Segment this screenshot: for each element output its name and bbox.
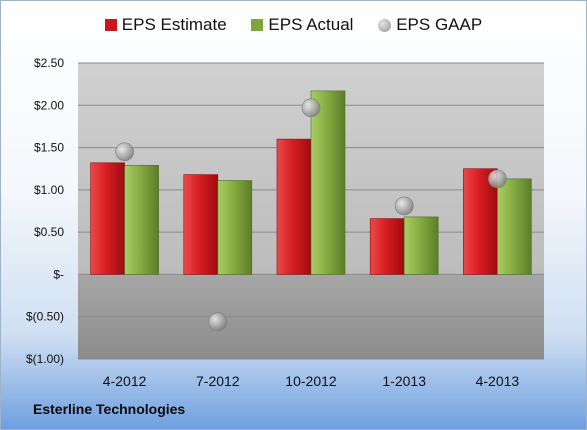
bar-eps-actual bbox=[310, 90, 346, 275]
legend: EPS Estimate EPS Actual EPS GAAP bbox=[1, 15, 586, 35]
y-tick-label: $(0.50) bbox=[26, 310, 64, 324]
legend-item-estimate: EPS Estimate bbox=[104, 15, 227, 35]
bar-eps-estimate bbox=[183, 174, 219, 275]
bar-eps-actual bbox=[124, 165, 159, 275]
company-name: Esterline Technologies bbox=[33, 401, 186, 417]
marker-eps-gaap bbox=[208, 312, 228, 332]
bar-eps-estimate bbox=[369, 218, 405, 275]
y-tick-label: $- bbox=[53, 267, 64, 281]
bar-eps-actual bbox=[497, 178, 532, 275]
x-tick-label: 4-2012 bbox=[103, 373, 147, 389]
legend-item-actual: EPS Actual bbox=[251, 15, 353, 35]
y-tick-label: $2.00 bbox=[34, 98, 64, 112]
bar-eps-actual bbox=[217, 180, 253, 275]
legend-swatch-gaap bbox=[378, 19, 392, 32]
marker-eps-gaap bbox=[301, 98, 321, 118]
x-tick-label: 4-2013 bbox=[476, 373, 520, 389]
marker-eps-gaap bbox=[115, 142, 134, 162]
x-tick-label: 1-2013 bbox=[382, 373, 426, 389]
marker-eps-gaap bbox=[488, 169, 507, 189]
bar-eps-estimate bbox=[463, 168, 498, 275]
bar-eps-estimate bbox=[276, 138, 312, 275]
marker-eps-gaap bbox=[394, 196, 414, 216]
y-tick-label: $(1.00) bbox=[26, 352, 64, 366]
y-tick-label: $2.50 bbox=[34, 56, 64, 70]
x-tick-label: 10-2012 bbox=[285, 373, 337, 389]
legend-swatch-estimate bbox=[104, 19, 117, 31]
legend-swatch-actual bbox=[251, 19, 264, 31]
bar-eps-actual bbox=[403, 216, 439, 275]
y-tick-label: $1.50 bbox=[34, 141, 64, 155]
bar-eps-estimate bbox=[90, 162, 125, 275]
legend-label-estimate: EPS Estimate bbox=[121, 15, 227, 34]
legend-label-actual: EPS Actual bbox=[268, 15, 354, 34]
y-tick-label: $0.50 bbox=[34, 225, 64, 239]
plot-area: $2.50 $2.00 $1.50 $1.00 $0.50 $- $(0.50) $(1.00… bbox=[26, 56, 544, 389]
y-tick-label: $1.00 bbox=[34, 183, 64, 197]
x-tick-label: 7-2012 bbox=[196, 373, 240, 389]
legend-label-gaap: EPS GAAP bbox=[396, 15, 483, 34]
legend-item-gaap: EPS GAAP bbox=[378, 15, 482, 35]
